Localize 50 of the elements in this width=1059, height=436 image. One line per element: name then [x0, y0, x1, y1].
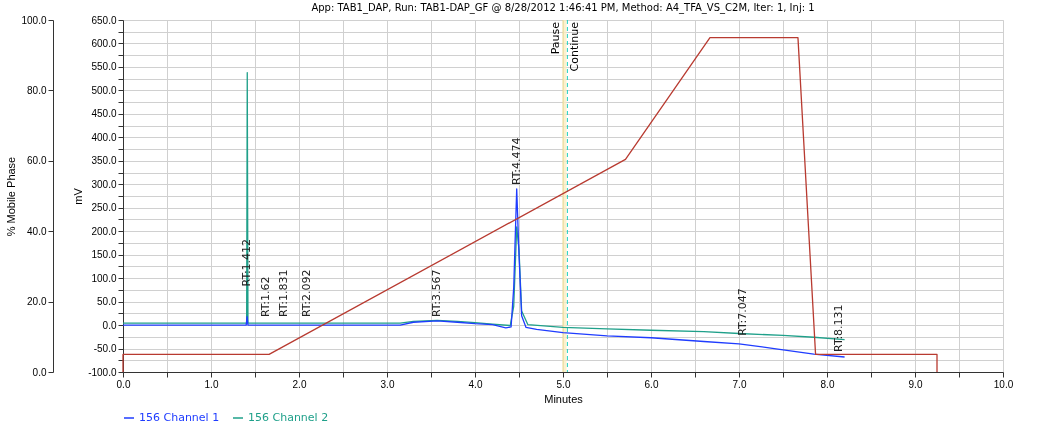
x-tick-label: 10.0	[993, 378, 1014, 390]
y2-tick-label: 300.0	[91, 178, 117, 190]
line-series	[122, 188, 846, 358]
y2-tick-label: 250.0	[91, 202, 117, 214]
annotation: RT:1.62	[258, 276, 272, 318]
annotation: RT:1.831	[277, 269, 291, 318]
x-axis-title: Minutes	[544, 392, 584, 405]
legend-label: 156 Channel 2	[248, 411, 329, 424]
y-tick-label: 60.0	[27, 155, 47, 167]
ref-line-label: Continue	[568, 21, 582, 72]
y2-tick-label: 100.0	[91, 272, 117, 284]
ref-line-label: Pause	[549, 21, 562, 55]
x-tick-label: 4.0	[468, 378, 483, 390]
y-tick-label: 80.0	[27, 84, 47, 96]
y2-tick-label: -50.0	[93, 343, 117, 355]
x-tick-label: 2.0	[292, 378, 307, 390]
x-tick-label: 8.0	[820, 378, 835, 390]
x-tick-label: 3.0	[380, 378, 395, 390]
annotation: RT:8.131	[831, 304, 845, 352]
y-tick-label: 0.0	[32, 366, 47, 378]
y2-tick-label: -100.0	[88, 366, 117, 378]
x-tick-label: 9.0	[908, 378, 923, 390]
y2-tick-label: 400.0	[91, 131, 117, 143]
annotation: RT:7.047	[736, 288, 750, 336]
annotation: RT:1.412	[240, 238, 254, 287]
y2-tick-label: 500.0	[91, 84, 117, 96]
annotation: RT:4.474	[509, 137, 523, 186]
annotation: RT:3.567	[429, 269, 443, 318]
y-tick-label: 20.0	[27, 296, 47, 308]
annotation: RT:2.092	[300, 269, 314, 318]
y2-tick-label: 450.0	[91, 108, 117, 120]
x-tick-label: 5.0	[556, 378, 571, 390]
x-tick-label: 1.0	[204, 378, 219, 390]
y2-tick-label: 150.0	[91, 249, 117, 261]
x-tick-label: 0.0	[116, 378, 131, 390]
y2-tick-label: 550.0	[91, 61, 117, 73]
y2-tick-label: 650.0	[91, 14, 117, 26]
y2-axis-title: mV	[72, 187, 85, 205]
y2-tick-label: 0.0	[102, 319, 117, 331]
legend-label: 156 Channel 1	[139, 411, 220, 424]
chart-title: App: TAB1_DAP, Run: TAB1-DAP_GF @ 8/28/2012 1:46:41 PM, Method: A4_TFA_VS_C2M, Iter: 1, Inj: 1	[311, 2, 815, 14]
y2-tick-label: 200.0	[91, 225, 117, 237]
y-tick-label: 100.0	[21, 14, 47, 26]
y2-tick-label: 600.0	[91, 37, 117, 49]
y2-tick-label: 350.0	[91, 155, 117, 167]
x-tick-label: 6.0	[644, 378, 659, 390]
y2-tick-label: 50.0	[97, 296, 117, 308]
y-axis-title: % Mobile Phase	[5, 156, 18, 237]
y-tick-label: 40.0	[27, 225, 47, 237]
x-tick-label: 7.0	[732, 378, 747, 390]
